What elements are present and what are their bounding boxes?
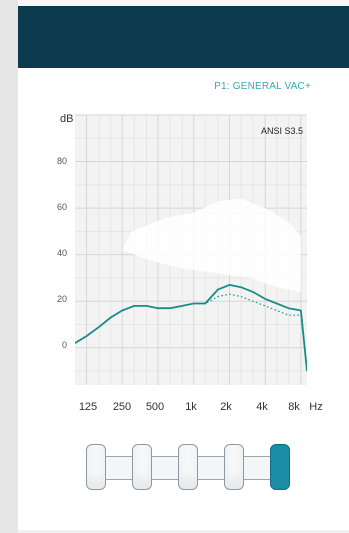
x-tick-label: 250 bbox=[113, 401, 131, 413]
y-tick-label: 80 bbox=[57, 156, 67, 166]
band-slider-group bbox=[86, 444, 294, 492]
band-slider-2[interactable] bbox=[132, 444, 152, 490]
x-unit-label: Hz bbox=[309, 401, 322, 413]
x-tick-label: 1k bbox=[185, 401, 197, 413]
header-bar bbox=[18, 6, 349, 68]
db-unit-label: dB bbox=[60, 113, 73, 125]
left-edge bbox=[0, 0, 18, 533]
y-axis-ticks: 80 60 40 20 0 bbox=[57, 156, 67, 350]
y-tick-label: 40 bbox=[57, 248, 67, 258]
x-tick-label: 4k bbox=[256, 401, 268, 413]
x-tick-label: 8k bbox=[288, 401, 300, 413]
band-slider-4[interactable] bbox=[224, 444, 244, 490]
x-tick-label: 500 bbox=[146, 401, 164, 413]
y-tick-label: 0 bbox=[62, 340, 67, 350]
y-tick-label: 20 bbox=[57, 294, 67, 304]
band-slider-3[interactable] bbox=[178, 444, 198, 490]
program-selector[interactable]: P1: GENERAL VAC+ bbox=[214, 81, 311, 92]
y-tick-label: 60 bbox=[57, 202, 67, 212]
x-tick-label: 125 bbox=[79, 401, 97, 413]
band-slider-1[interactable] bbox=[86, 444, 106, 490]
band-slider-5[interactable] bbox=[270, 444, 290, 490]
x-axis-ticks: 125 250 500 1k 2k 4k 8k Hz bbox=[79, 401, 323, 413]
curves bbox=[75, 284, 307, 372]
target-curve bbox=[75, 293, 307, 372]
standard-label: ANSI S3.5 bbox=[261, 126, 303, 136]
speech-area-shape bbox=[122, 198, 301, 292]
x-tick-label: 2k bbox=[220, 401, 232, 413]
